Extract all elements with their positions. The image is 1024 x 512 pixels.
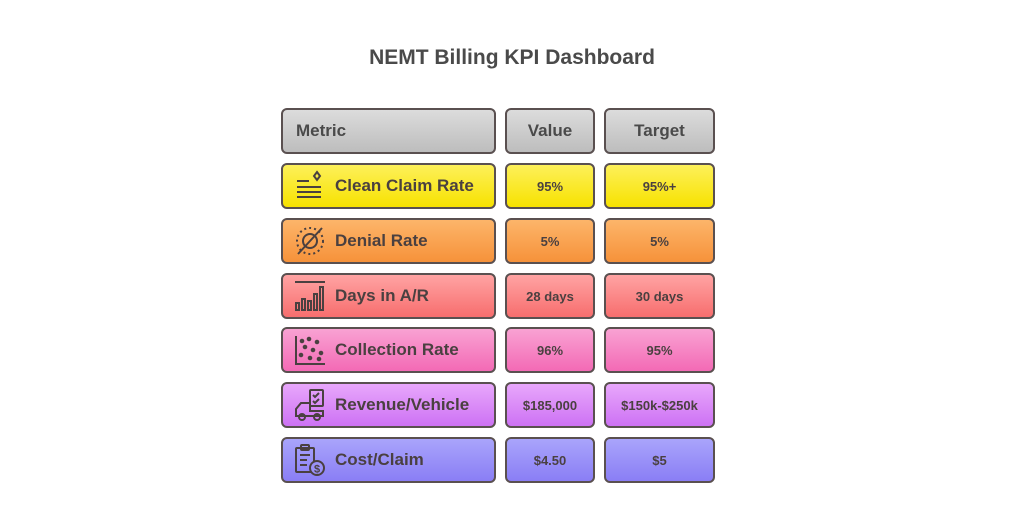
metric-denial-rate: Denial Rate: [281, 218, 496, 264]
target-cell: 95%+: [604, 163, 715, 209]
target-cell: 95%: [604, 327, 715, 373]
header-metric: Metric: [281, 108, 496, 154]
list-sparkle-icon: [297, 170, 322, 198]
value-cell: $185,000: [505, 382, 595, 428]
target-cell: $150k-$250k: [604, 382, 715, 428]
metric-label: Cost/Claim: [335, 450, 424, 469]
metric-revenue-vehicle: Revenue/Vehicle: [281, 382, 496, 428]
value-cell: 28 days: [505, 273, 595, 319]
target-cell: 30 days: [604, 273, 715, 319]
metric-label: Collection Rate: [335, 340, 459, 359]
metric-cost-claim: $ Cost/Claim: [281, 437, 496, 483]
header-value: Value: [505, 108, 595, 154]
denied-circle-icon: [296, 227, 324, 255]
target-cell: $5: [604, 437, 715, 483]
svg-text:$: $: [314, 464, 320, 476]
metric-label: Days in A/R: [335, 286, 429, 305]
value-cell: 96%: [505, 327, 595, 373]
header-target: Target: [604, 108, 715, 154]
metric-clean-claim-rate: Clean Claim Rate: [281, 163, 496, 209]
value-cell: 5%: [505, 218, 595, 264]
value-cell: $4.50: [505, 437, 595, 483]
page-title: NEMT Billing KPI Dashboard: [369, 46, 655, 69]
metric-label: Denial Rate: [335, 231, 428, 250]
clipboard-dollar-icon: $: [295, 444, 325, 476]
metric-label: Revenue/Vehicle: [335, 395, 470, 414]
vehicle-checklist-icon: [295, 389, 324, 421]
target-cell: 5%: [604, 218, 715, 264]
bar-chart-icon: [295, 281, 325, 311]
scatter-plot-icon: [295, 336, 325, 365]
metric-label: Clean Claim Rate: [335, 176, 474, 195]
metric-days-in-ar: Days in A/R: [281, 273, 496, 319]
metric-collection-rate: Collection Rate: [281, 327, 496, 373]
value-cell: 95%: [505, 163, 595, 209]
